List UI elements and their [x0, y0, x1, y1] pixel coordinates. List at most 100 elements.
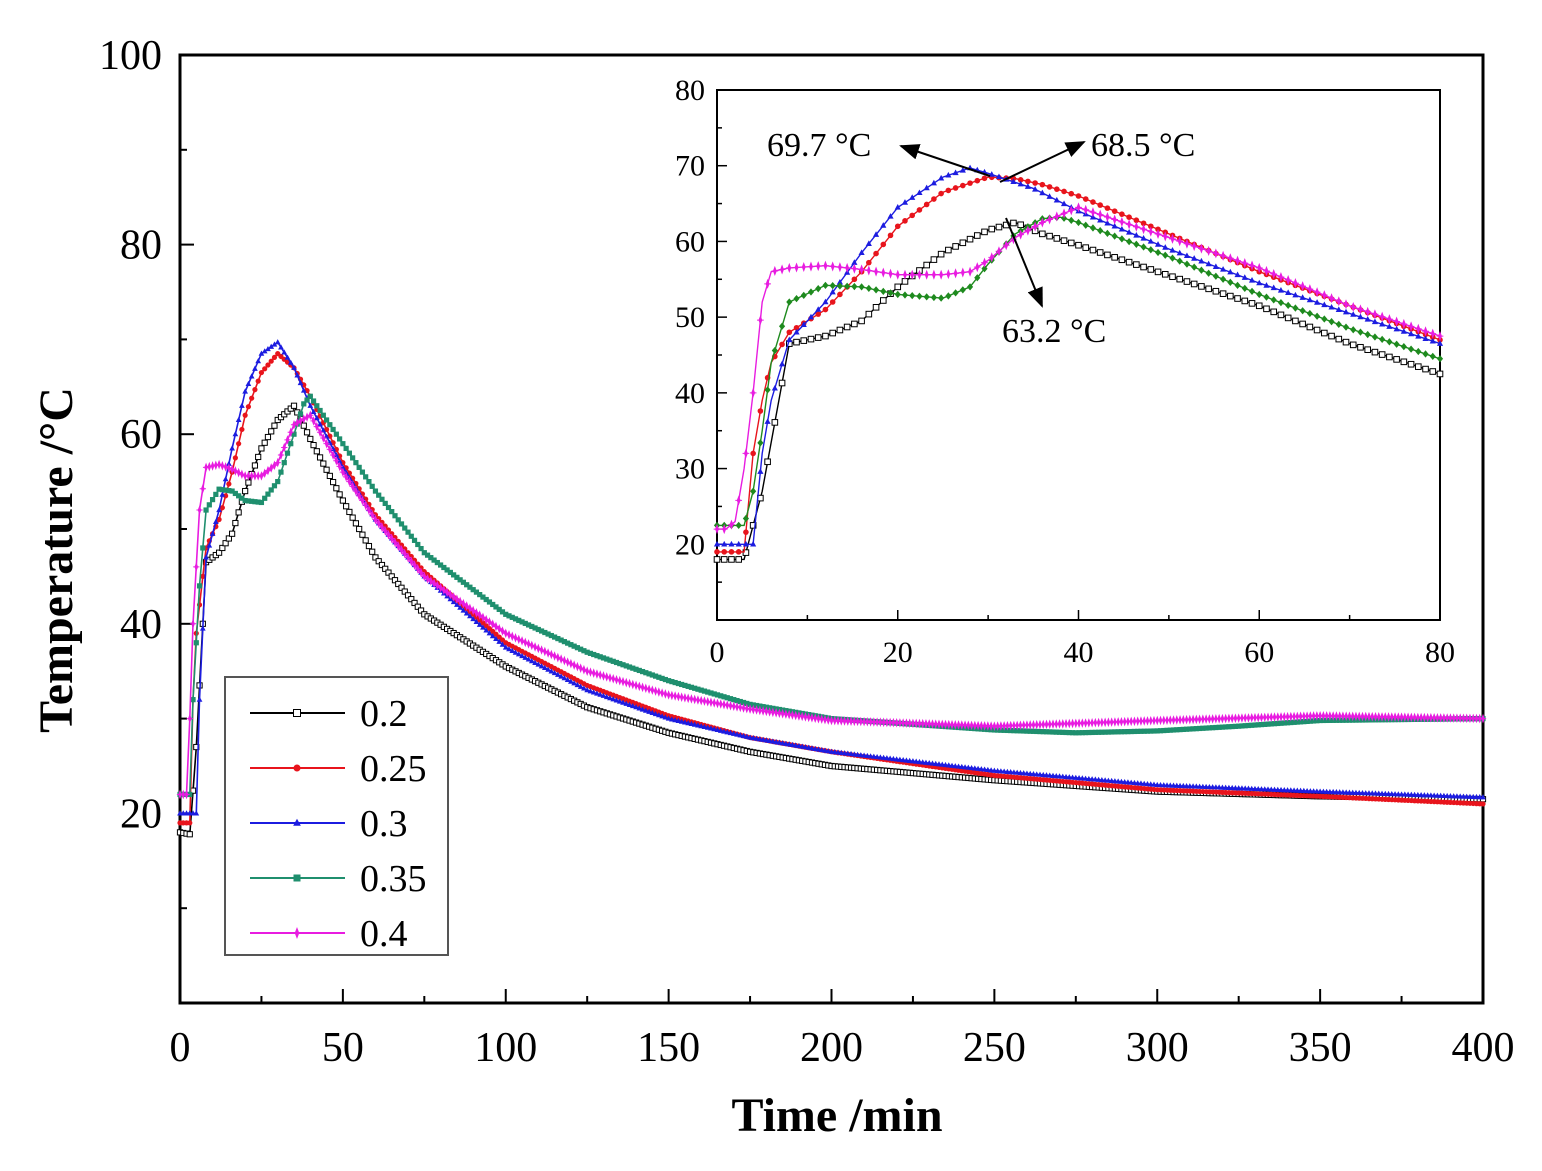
- data-point: [1393, 316, 1400, 327]
- data-point: [440, 585, 447, 595]
- data-point: [1270, 284, 1277, 291]
- data-point: [245, 479, 252, 486]
- data-point: [1162, 251, 1169, 259]
- data-point: [1060, 729, 1066, 735]
- data-point: [1111, 222, 1118, 229]
- data-point: [329, 450, 337, 460]
- data-point: [880, 287, 887, 296]
- data-point: [764, 278, 771, 289]
- data-point: [1082, 196, 1089, 202]
- data-point: [327, 422, 333, 428]
- data-point: [626, 664, 633, 670]
- data-point: [1002, 240, 1010, 251]
- data-point: [453, 594, 461, 604]
- data-point: [1068, 190, 1075, 197]
- data-point: [1275, 720, 1281, 727]
- data-point: [829, 261, 837, 272]
- data-point: [1031, 221, 1039, 232]
- data-point: [829, 299, 836, 305]
- data-point: [274, 457, 281, 468]
- data-point: [872, 286, 880, 294]
- data-point: [737, 732, 744, 738]
- data-point: [1335, 306, 1342, 312]
- data-point: [1268, 721, 1274, 727]
- data-point: [757, 439, 764, 447]
- x-tick-label: 250: [963, 1025, 1026, 1071]
- data-point: [483, 627, 490, 633]
- data-point: [226, 460, 232, 466]
- data-point: [800, 321, 807, 327]
- data-point: [1183, 238, 1191, 249]
- data-point: [388, 573, 395, 580]
- data-point: [662, 676, 668, 683]
- data-point: [1479, 713, 1487, 724]
- data-point: [1219, 250, 1227, 261]
- data-point: [1104, 205, 1111, 211]
- data-point: [1227, 292, 1234, 300]
- data-point: [1122, 729, 1128, 735]
- data-point: [186, 831, 193, 838]
- data-point: [300, 422, 307, 429]
- data-point: [542, 629, 548, 636]
- data-point: [1096, 209, 1104, 220]
- data-point: [363, 474, 369, 480]
- data-point: [193, 640, 199, 646]
- data-point: [742, 514, 749, 523]
- data-point: [1039, 230, 1046, 238]
- data-point: [829, 288, 836, 295]
- x-tick-label: 0: [170, 1025, 191, 1071]
- data-point: [1429, 368, 1437, 375]
- y-tick-label: 30: [675, 453, 705, 486]
- data-point: [721, 540, 728, 547]
- data-point: [945, 292, 952, 300]
- data-point: [945, 246, 952, 254]
- data-point: [199, 483, 206, 494]
- data-point: [262, 495, 268, 501]
- data-point: [1213, 724, 1219, 731]
- data-point: [865, 310, 873, 318]
- data-point: [937, 250, 945, 258]
- data-point: [294, 372, 301, 378]
- data-point: [262, 366, 268, 372]
- data-point: [1089, 729, 1095, 736]
- data-point: [1169, 233, 1176, 244]
- data-point: [1378, 311, 1386, 322]
- data-point: [1118, 225, 1125, 232]
- x-tick-label: 350: [1289, 1025, 1352, 1071]
- data-point: [793, 324, 800, 331]
- annotation-arrow-69-7: [899, 144, 991, 177]
- data-point: [1429, 337, 1436, 344]
- data-point: [880, 222, 887, 228]
- data-point: [245, 380, 252, 387]
- data-point: [1061, 188, 1067, 195]
- data-point: [206, 502, 212, 508]
- data-point: [785, 262, 793, 273]
- data-point: [326, 444, 333, 455]
- data-point: [307, 435, 314, 443]
- data-point: [434, 580, 441, 591]
- data-point: [1212, 272, 1219, 280]
- data-point: [307, 410, 314, 421]
- data-point: [1021, 728, 1027, 734]
- data-point: [486, 599, 493, 605]
- data-point: [1111, 232, 1118, 240]
- data-point: [1190, 726, 1196, 732]
- data-point: [372, 554, 379, 561]
- data-point: [771, 419, 779, 426]
- data-point: [858, 317, 865, 325]
- data-point: [1350, 326, 1357, 334]
- data-point: [297, 379, 304, 386]
- data-point: [1176, 236, 1184, 247]
- data-point: [607, 695, 613, 701]
- data-point: [764, 418, 771, 424]
- data-point: [255, 358, 262, 364]
- legend-item-0.3: 0.3: [250, 803, 408, 845]
- data-point: [1311, 718, 1317, 724]
- data-point: [307, 393, 313, 399]
- data-point: [916, 292, 923, 300]
- data-point: [600, 655, 607, 661]
- data-point: [408, 533, 414, 539]
- data-point: [288, 441, 294, 447]
- data-point: [382, 565, 389, 572]
- data-point: [1248, 287, 1256, 296]
